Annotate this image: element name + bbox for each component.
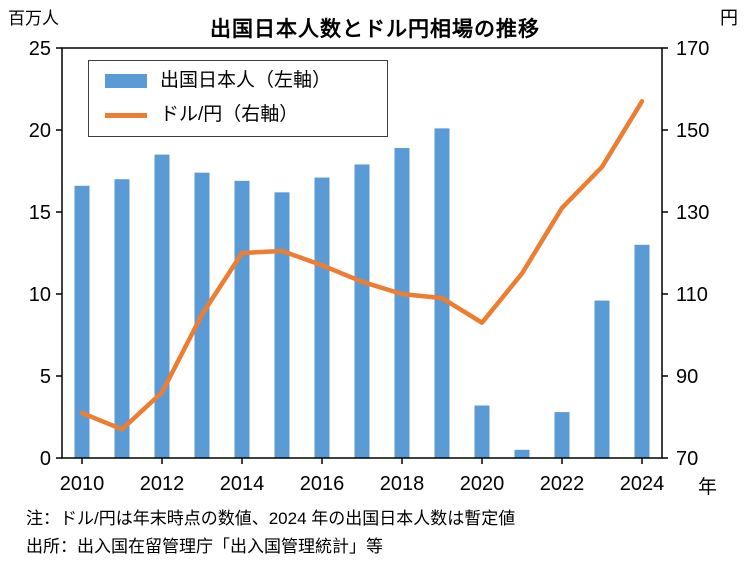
line-series-swatch [105, 112, 147, 118]
bar-series-swatch [105, 74, 147, 89]
note-definition: 注：ドル/円は年末時点の数値、2024 年の出国日本人数は暫定値 [26, 509, 516, 528]
svg-text:2014: 2014 [220, 473, 265, 495]
svg-text:5: 5 [40, 366, 51, 388]
svg-text:15: 15 [29, 202, 51, 224]
svg-text:10: 10 [29, 284, 51, 306]
legend-item-departures: 出国日本人（左軸） [105, 70, 371, 93]
x-axis-unit-label: 年 [698, 477, 718, 498]
svg-text:2024: 2024 [620, 473, 665, 495]
svg-text:2020: 2020 [460, 473, 505, 495]
svg-text:25: 25 [29, 38, 51, 60]
svg-text:2010: 2010 [60, 473, 105, 495]
svg-text:110: 110 [676, 284, 708, 306]
chart-notes: 注：ドル/円は年末時点の数値、2024 年の出国日本人数は暫定値 出所：出入国在… [26, 505, 515, 560]
svg-text:2012: 2012 [140, 473, 185, 495]
chart-title: 出国日本人数とドル円相場の推移 [210, 18, 540, 41]
left-axis-unit-label: 百万人 [8, 9, 59, 28]
svg-text:70: 70 [676, 448, 698, 470]
svg-text:150: 150 [676, 120, 709, 142]
svg-text:130: 130 [676, 202, 709, 224]
note-source: 出所：出入国在留管理庁「出入国管理統計」等 [26, 536, 383, 556]
legend-label-usdjpy: ドル/円（右軸） [160, 103, 299, 125]
svg-text:2016: 2016 [300, 473, 345, 495]
right-axis-unit-label: 円 [720, 8, 738, 28]
svg-text:0: 0 [40, 448, 51, 470]
chart-legend: 出国日本人（左軸） ドル/円（右軸） [88, 60, 388, 137]
legend-item-usdjpy: ドル/円（右軸） [105, 104, 371, 127]
svg-text:90: 90 [676, 366, 698, 388]
svg-text:20: 20 [29, 120, 51, 142]
svg-text:170: 170 [676, 38, 709, 60]
svg-text:2018: 2018 [380, 473, 425, 495]
legend-label-departures: 出国日本人（左軸） [160, 70, 332, 91]
svg-text:2022: 2022 [540, 473, 585, 495]
